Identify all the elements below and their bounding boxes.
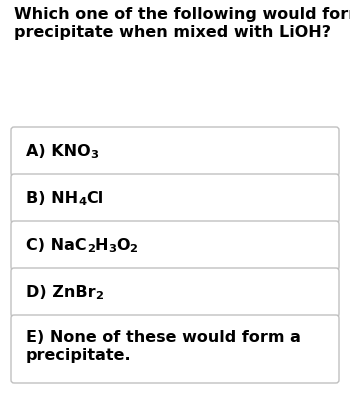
FancyBboxPatch shape <box>11 315 339 383</box>
FancyBboxPatch shape <box>11 174 339 223</box>
Text: B) NH: B) NH <box>26 191 78 206</box>
Text: 2: 2 <box>87 244 94 254</box>
Text: 2: 2 <box>96 291 104 301</box>
Text: 2: 2 <box>130 244 138 254</box>
Text: 4: 4 <box>78 197 86 207</box>
Text: precipitate when mixed with LiOH?: precipitate when mixed with LiOH? <box>14 25 331 40</box>
Text: precipitate.: precipitate. <box>26 348 132 363</box>
FancyBboxPatch shape <box>11 127 339 176</box>
Text: 3: 3 <box>91 150 99 160</box>
Text: O: O <box>116 238 130 253</box>
Text: 3: 3 <box>108 244 116 254</box>
Text: Cl: Cl <box>86 191 104 206</box>
Text: E) None of these would form a: E) None of these would form a <box>26 330 301 345</box>
Text: D) ZnBr: D) ZnBr <box>26 285 96 300</box>
Text: A) KNO: A) KNO <box>26 144 91 159</box>
Text: H: H <box>94 238 108 253</box>
FancyBboxPatch shape <box>11 221 339 270</box>
Text: C) NaC: C) NaC <box>26 238 87 253</box>
FancyBboxPatch shape <box>11 268 339 317</box>
Text: Which one of the following would form a: Which one of the following would form a <box>14 7 350 22</box>
